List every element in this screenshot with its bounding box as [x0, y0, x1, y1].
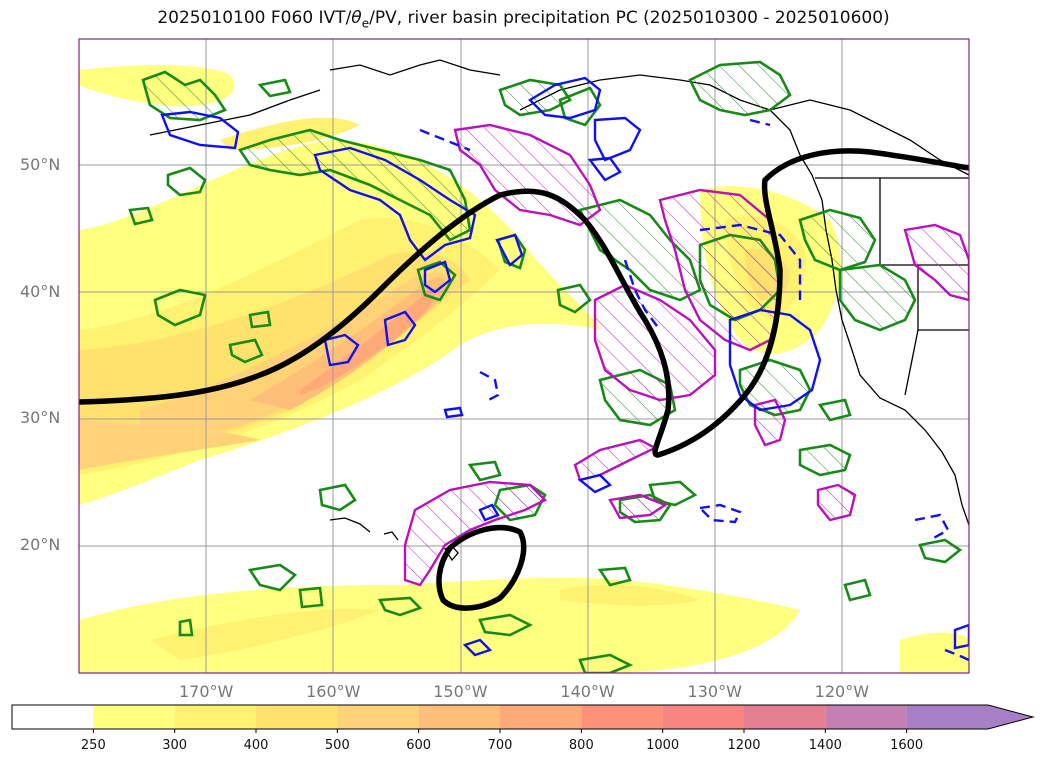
colorbar-segment [744, 705, 826, 729]
figure-title: 2025010100 F060 IVT/θe/PV, river basin p… [157, 8, 890, 31]
colorbar-label: 1600 [890, 738, 924, 753]
colorbar-label: 800 [568, 738, 594, 753]
colorbar-segment [337, 705, 419, 729]
colorbar-label: 1000 [646, 738, 680, 753]
lon-label: 160°W [306, 682, 361, 701]
lat-label: 30°N [20, 408, 61, 428]
lon-label: 150°W [433, 682, 488, 701]
lon-label: 140°W [560, 682, 615, 701]
colorbar-segment [256, 705, 338, 729]
colorbar-segment [418, 705, 500, 729]
colorbar-label: 1200 [727, 738, 761, 753]
lon-label: 130°W [687, 682, 742, 701]
colorbar-segment [500, 705, 582, 729]
colorbar-label: 400 [243, 738, 269, 753]
colorbar-label: 500 [324, 738, 350, 753]
colorbar [11, 704, 1035, 733]
plot-frame [78, 38, 970, 674]
lat-label: 50°N [20, 154, 61, 174]
colorbar-label: 1400 [808, 738, 842, 753]
black-contours [79, 148, 969, 611]
blue-dashed-contours [419, 118, 969, 662]
colorbar-segment [93, 705, 175, 729]
lat-label: 40°N [20, 281, 61, 301]
lon-label: 170°W [178, 682, 234, 701]
lat-label: 20°N [20, 535, 61, 555]
colorbar-segment [581, 705, 663, 729]
colorbar-label: 300 [162, 738, 188, 753]
colorbar-label: 600 [406, 738, 432, 753]
colorbar-outline [11, 704, 1035, 730]
colorbar-segment [662, 705, 744, 729]
colorbar-segment [825, 705, 907, 729]
colorbar-label: 250 [80, 738, 106, 753]
colorbar-extend-arrow [906, 705, 1033, 729]
colorbar-label: 700 [487, 738, 513, 753]
colorbar-segment [12, 705, 94, 729]
colorbar-segment [174, 705, 256, 729]
lon-label: 120°W [814, 682, 870, 701]
map-plot-area [79, 39, 969, 673]
